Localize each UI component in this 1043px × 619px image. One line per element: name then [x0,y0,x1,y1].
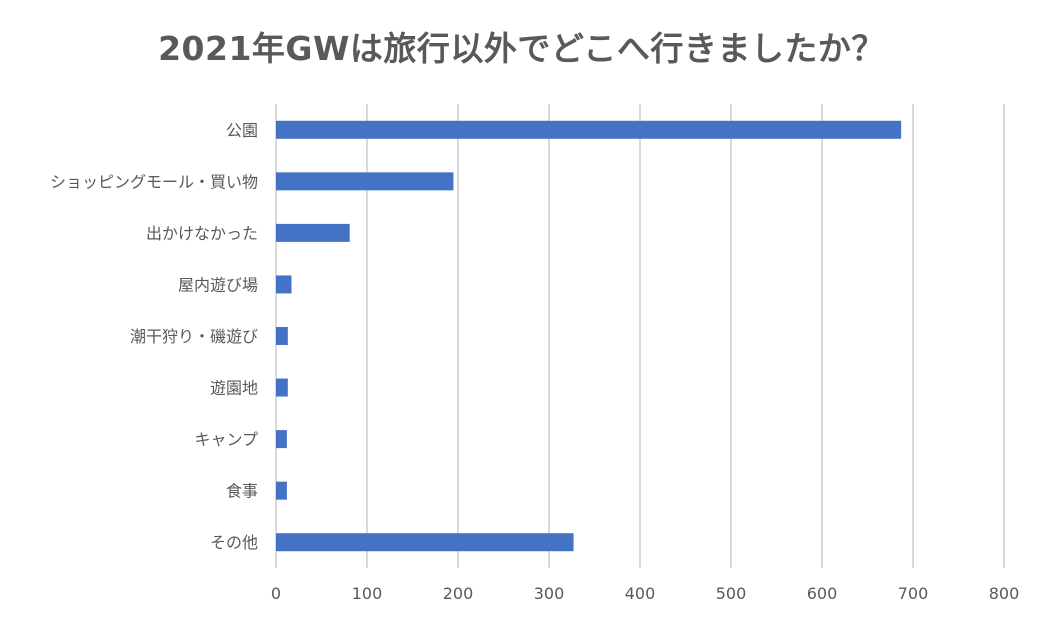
x-tick-label: 500 [716,584,747,603]
bars [276,120,902,552]
x-tick-labels: 0 100 200 300 400 500 600 700 800 [271,584,1019,603]
bar [276,533,574,552]
category-label: 遊園地 [210,379,258,398]
category-label: キャンプ [194,430,258,449]
x-tick-label: 700 [898,584,929,603]
category-label: ショッピングモール・買い物 [50,172,258,191]
x-tick-label: 0 [271,584,281,603]
chart-title: 2021年GWは旅行以外でどこへ行きましたか？ [158,29,885,68]
x-tick-label: 300 [534,584,565,603]
category-label: その他 [210,533,258,552]
x-tick-label: 400 [625,584,656,603]
bar [276,223,350,242]
category-label: 食事 [226,482,258,501]
category-labels: 公園ショッピングモール・買い物出かけなかった屋内遊び場潮干狩り・磯遊び遊園地キャ… [50,121,258,552]
x-tick-label: 100 [352,584,383,603]
bar [276,172,454,191]
category-label: 出かけなかった [146,224,258,243]
x-tick-label: 600 [807,584,838,603]
bar [276,327,288,345]
category-label: 屋内遊び場 [178,275,258,294]
bar [276,120,902,139]
bar [276,430,287,449]
x-tick-label: 200 [443,584,474,603]
category-label: 公園 [226,121,258,140]
bar [276,275,292,294]
category-label: 潮干狩り・磯遊び [130,327,258,346]
bar [276,481,287,500]
bar [276,378,288,397]
x-tick-label: 800 [989,584,1020,603]
